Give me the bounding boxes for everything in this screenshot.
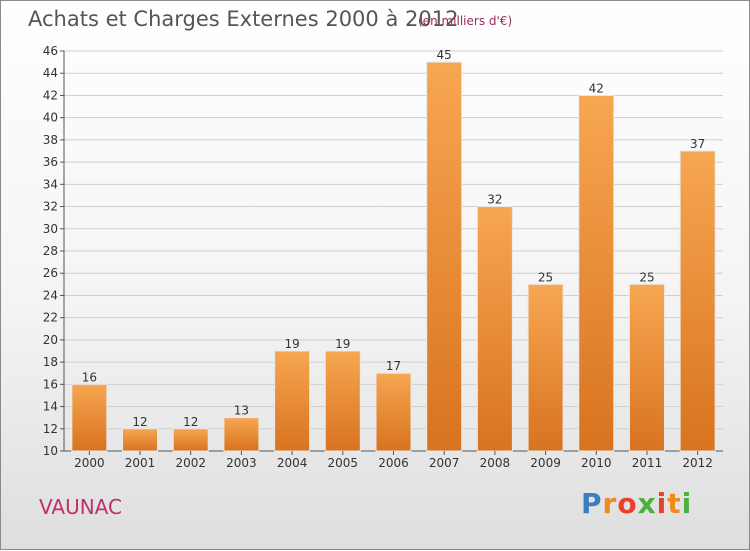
bar — [122, 428, 159, 452]
y-tick-label: 38 — [43, 133, 58, 147]
x-tick-label: 2006 — [378, 456, 409, 470]
data-label: 12 — [132, 415, 147, 429]
bar — [426, 61, 463, 452]
x-tick-label: 2004 — [277, 456, 308, 470]
y-tick-label: 12 — [43, 422, 58, 436]
bar — [223, 417, 260, 452]
logo-letter: r — [602, 487, 618, 520]
data-label: 12 — [183, 415, 198, 429]
y-tick-label: 30 — [43, 222, 58, 236]
y-tick-label: 24 — [43, 288, 58, 302]
y-tick-label: 44 — [43, 66, 58, 80]
y-tick-label: 40 — [43, 111, 58, 125]
bar — [274, 350, 311, 452]
bar — [324, 350, 361, 452]
bar — [375, 372, 412, 452]
data-label: 17 — [386, 359, 401, 373]
logo-letter: i — [656, 487, 668, 520]
data-label: 19 — [284, 337, 299, 351]
bar — [578, 94, 615, 452]
y-tick-label: 32 — [43, 200, 58, 214]
y-tick-label: 14 — [43, 400, 58, 414]
y-tick-label: 42 — [43, 88, 58, 102]
x-tick-label: 2011 — [632, 456, 663, 470]
x-tick-label: 2002 — [175, 456, 206, 470]
x-tick-label: 2003 — [226, 456, 257, 470]
x-tick-label: 2009 — [530, 456, 561, 470]
x-tick-label: 2008 — [480, 456, 511, 470]
logo-letter: t — [667, 487, 682, 520]
chart-subtitle: (en milliers d'€) — [418, 14, 513, 28]
y-tick-label: 18 — [43, 355, 58, 369]
data-label: 42 — [589, 81, 604, 95]
y-tick-label: 26 — [43, 266, 58, 280]
bar — [527, 283, 564, 452]
bar — [71, 383, 108, 452]
y-tick-label: 34 — [43, 177, 58, 191]
logo-letter: x — [637, 487, 657, 520]
x-tick-label: 2007 — [429, 456, 460, 470]
data-label: 16 — [82, 370, 97, 384]
data-label: 25 — [538, 270, 553, 284]
data-label: 37 — [690, 137, 705, 151]
bar — [172, 428, 209, 452]
y-tick-label: 36 — [43, 155, 58, 169]
data-label: 32 — [487, 193, 502, 207]
bar — [476, 206, 513, 452]
bar — [628, 283, 665, 452]
y-tick-label: 22 — [43, 311, 58, 325]
y-tick-label: 16 — [43, 377, 58, 391]
data-label: 25 — [639, 270, 654, 284]
proxiti-logo: Proxiti — [581, 487, 692, 520]
y-tick-label: 46 — [43, 44, 58, 58]
y-tick-label: 28 — [43, 244, 58, 258]
commune-name: VAUNAC — [39, 495, 122, 519]
x-tick-label: 2001 — [125, 456, 156, 470]
logo-letter: P — [581, 487, 603, 520]
x-tick-label: 2010 — [581, 456, 612, 470]
data-label: 45 — [437, 48, 452, 62]
bar — [679, 150, 716, 452]
y-tick-label: 20 — [43, 333, 58, 347]
data-label: 19 — [335, 337, 350, 351]
x-tick-label: 2012 — [682, 456, 713, 470]
x-tick-label: 2005 — [328, 456, 359, 470]
data-label: 13 — [234, 404, 249, 418]
logo-letter: i — [681, 487, 693, 520]
logo-letter: o — [617, 487, 638, 520]
x-tick-label: 2000 — [74, 456, 105, 470]
y-tick-label: 10 — [43, 444, 58, 458]
chart-title: Achats et Charges Externes 2000 à 2012 — [28, 7, 459, 31]
